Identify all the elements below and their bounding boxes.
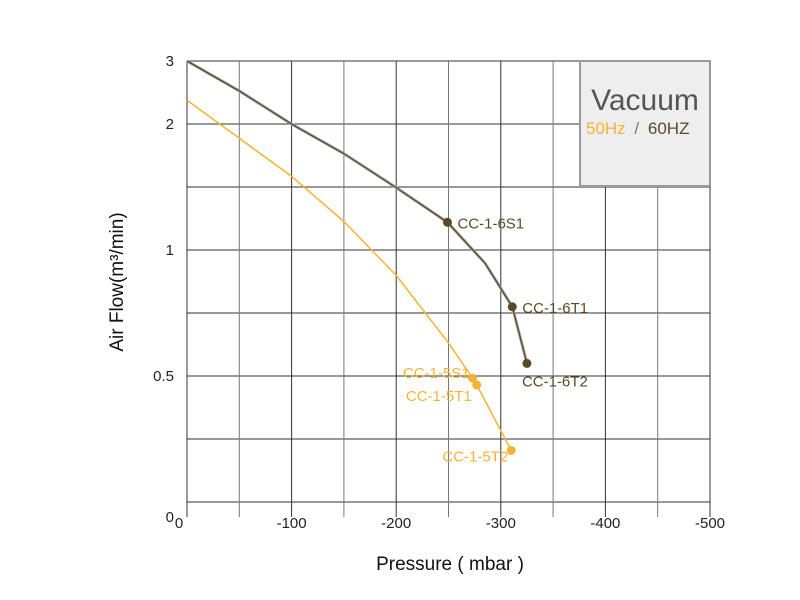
y-tick-label: 1 (166, 242, 174, 259)
chart-title: Vacuum (591, 84, 699, 117)
data-point (522, 358, 532, 368)
data-point (442, 217, 452, 227)
data-point-label: CC-1-6S1 (457, 215, 524, 232)
x-tick-label: -500 (695, 515, 725, 532)
series-line-60Hz (186, 60, 528, 364)
legend-separator: / (634, 119, 639, 138)
x-axis-label: Pressure ( mbar ) (376, 554, 524, 575)
series-line-shadow (186, 59, 529, 364)
data-point-label: CC-1-5T1 (406, 388, 472, 405)
x-tick-label: -200 (381, 515, 411, 532)
x-tick-label: 0 (175, 515, 183, 532)
data-point-label: CC-1-6T1 (522, 300, 588, 317)
ticks: 0 -100 -200 -300 -400 -500 3 2 1 0.5 0 (153, 53, 725, 532)
data-point-label: CC-1-5S1 (403, 365, 470, 382)
legend-50hz: 50Hz (586, 119, 626, 138)
y-tick-label: 3 (166, 53, 174, 70)
data-point-label: CC-1-6T2 (522, 373, 588, 390)
data-point-label: CC-1-5T2 (442, 448, 508, 465)
x-tick-label: -100 (277, 515, 307, 532)
legend-60hz: 60HZ (648, 119, 690, 138)
legend-box (579, 60, 711, 187)
y-tick-label-zero: 0 (166, 509, 174, 526)
series-layer: CC-1-6S1 CC-1-6T1 CC-1-6T2 CC-1-5S1 CC-1-5T1… (186, 59, 588, 465)
x-tick-label: -400 (590, 515, 620, 532)
data-point (468, 373, 478, 383)
data-point (507, 302, 517, 312)
data-point (472, 380, 482, 390)
data-point (506, 445, 516, 455)
y-axis-label: Air Flow(m³/min) (107, 212, 128, 351)
y-tick-label: 2 (166, 116, 174, 133)
x-tick-label: -300 (486, 515, 516, 532)
legend: 50Hz / 60HZ (586, 119, 689, 138)
y-tick-label: 0.5 (153, 368, 174, 385)
